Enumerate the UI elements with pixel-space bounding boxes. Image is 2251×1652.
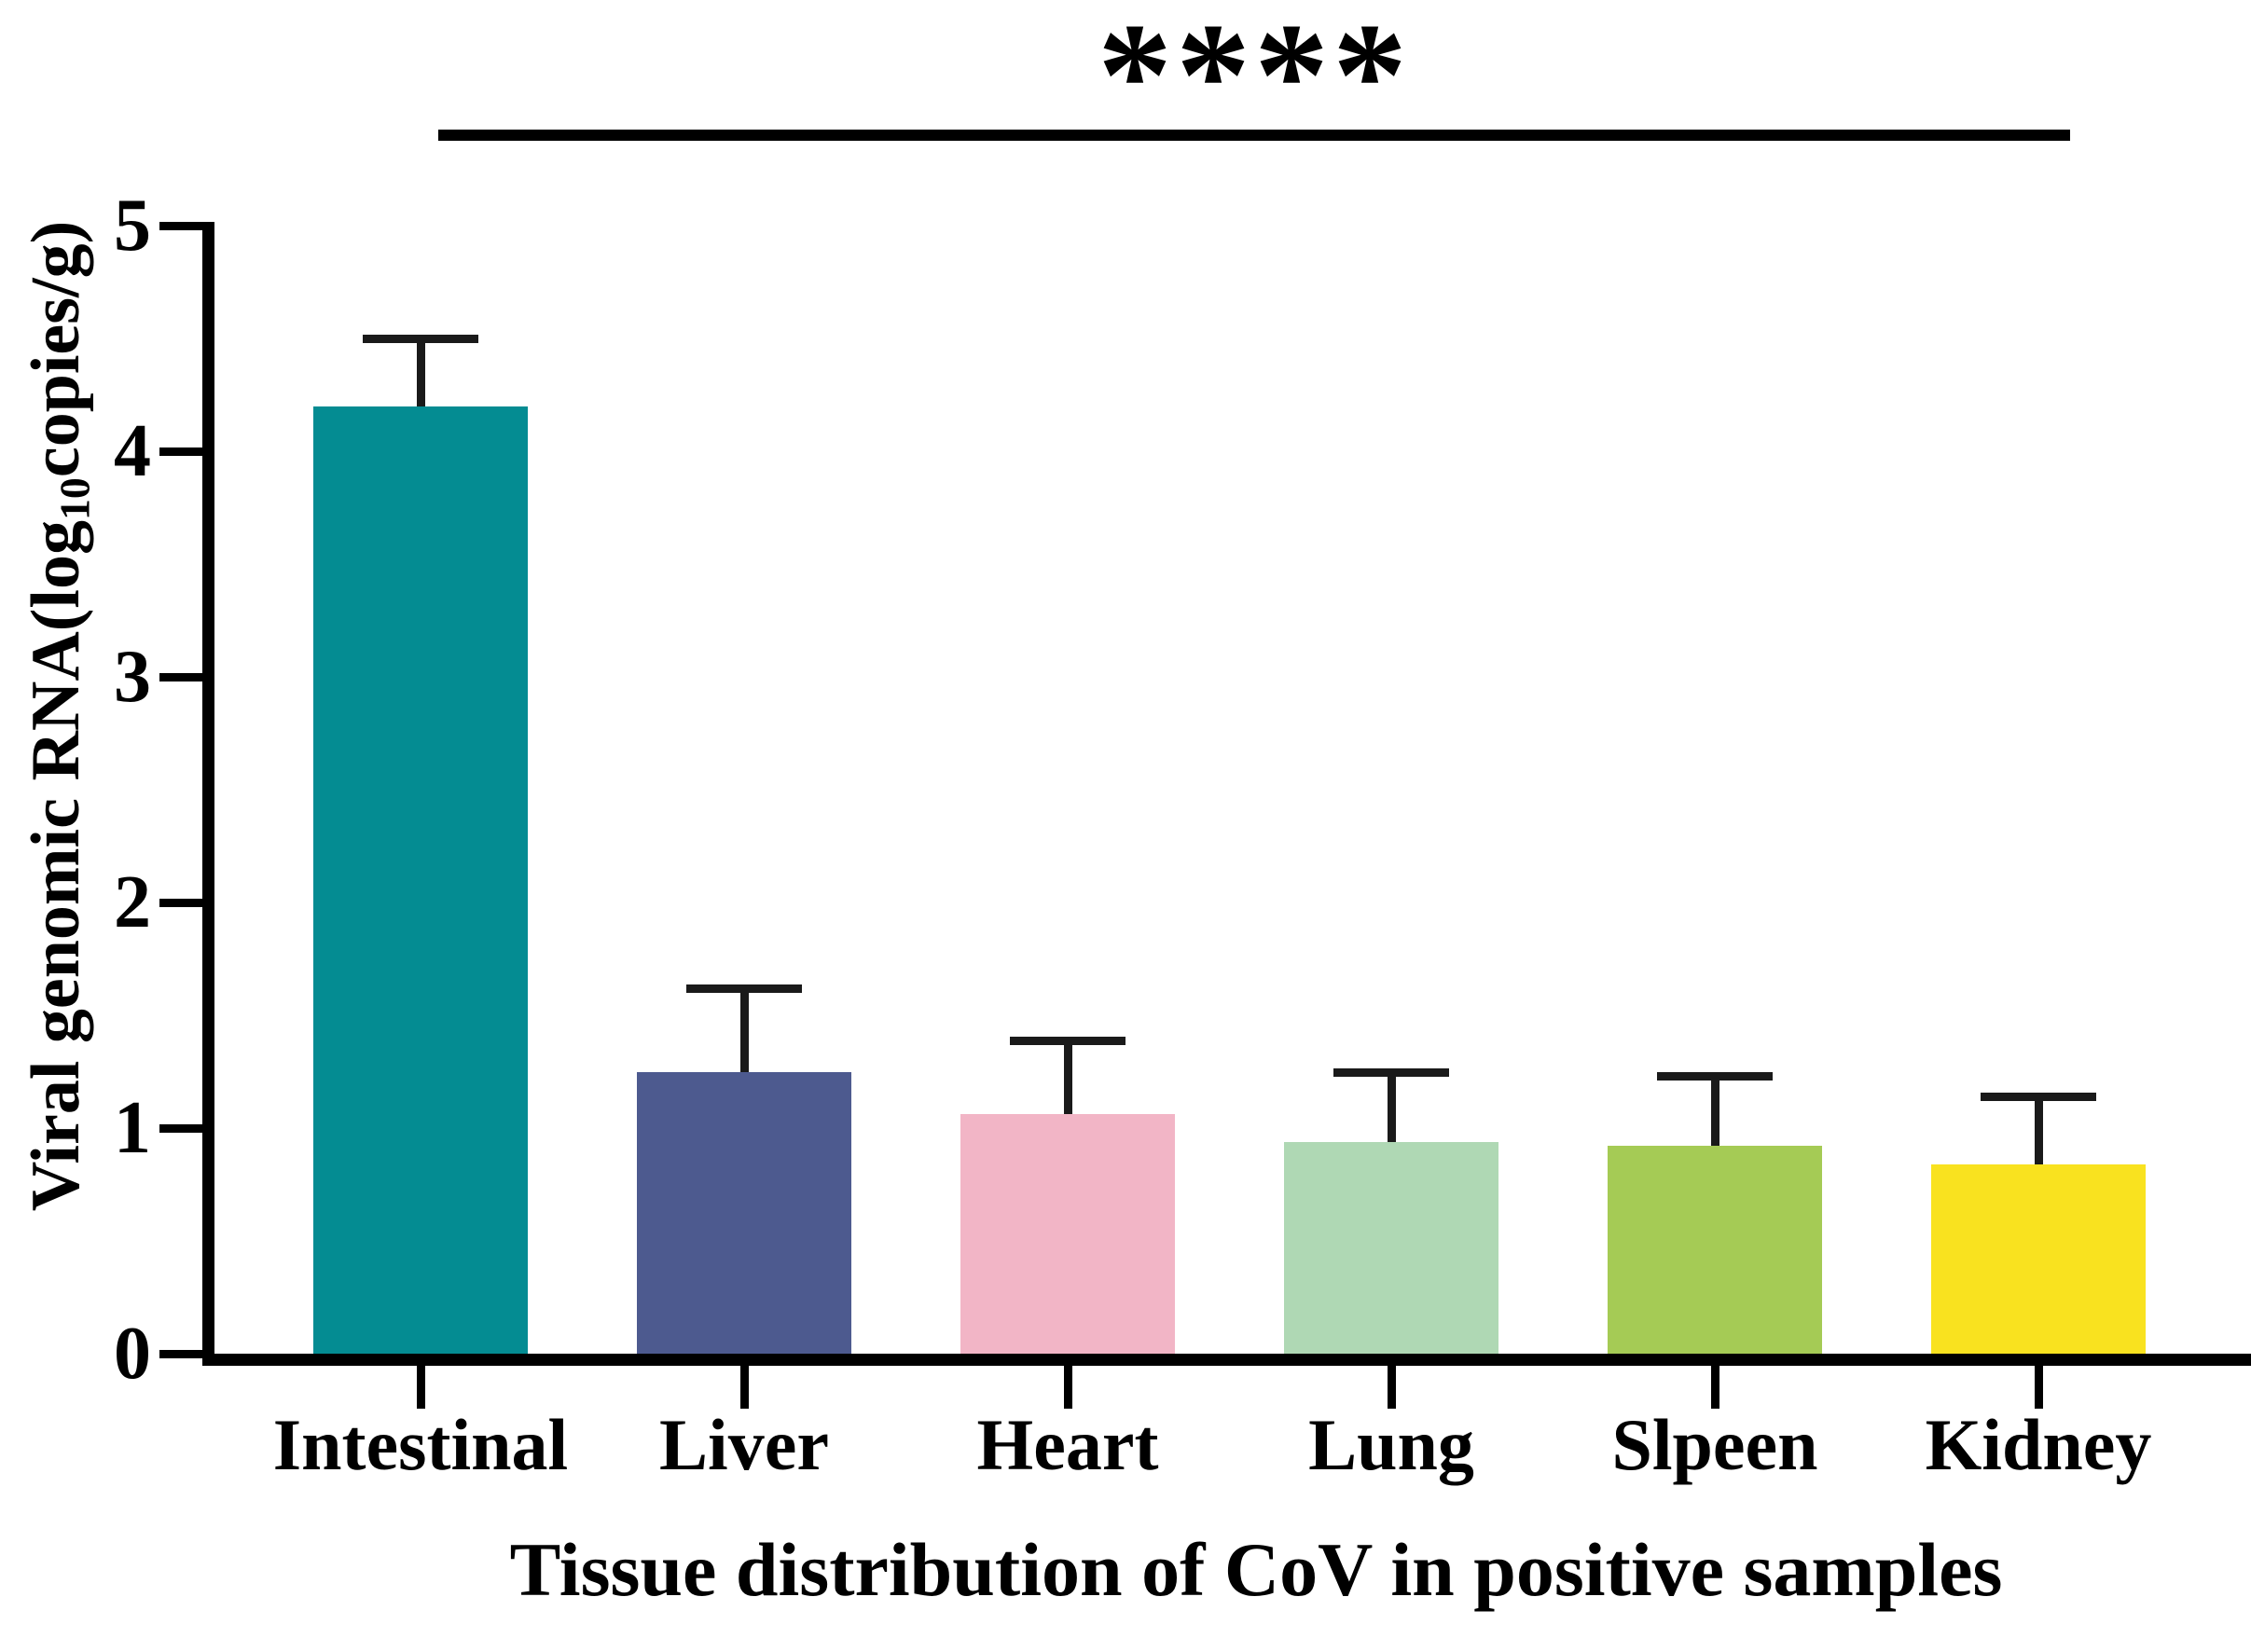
significance-line	[438, 130, 2070, 141]
x-tick-slpeen	[1711, 1366, 1719, 1409]
error-bar-cap-intestinal	[363, 335, 478, 343]
bar-lung	[1284, 1142, 1498, 1354]
y-tick-label-5: 5	[114, 185, 151, 267]
bar-intestinal	[313, 406, 528, 1354]
x-tick-liver	[740, 1366, 749, 1409]
error-bar-cap-slpeen	[1657, 1072, 1773, 1081]
error-bar-cap-kidney	[1981, 1093, 2096, 1101]
error-bar-stem-lung	[1388, 1072, 1396, 1142]
error-bar-stem-liver	[740, 988, 749, 1072]
bar-heart	[960, 1114, 1175, 1354]
y-tick-label-2: 2	[114, 861, 151, 943]
y-tick-5	[159, 222, 202, 230]
error-bar-cap-lung	[1333, 1068, 1449, 1077]
y-tick-2	[159, 899, 202, 907]
bar-liver	[637, 1072, 851, 1354]
error-bar-stem-slpeen	[1711, 1076, 1719, 1146]
error-bar-stem-kidney	[2035, 1096, 2043, 1164]
x-category-label-heart: Heart	[976, 1404, 1159, 1485]
y-tick-label-0: 0	[114, 1313, 151, 1395]
bar-kidney	[1931, 1164, 2146, 1354]
x-axis-line	[202, 1354, 2251, 1366]
x-category-label-intestinal: Intestinal	[272, 1404, 569, 1485]
y-tick-1	[159, 1124, 202, 1133]
significance-asterisks: ****	[1098, 0, 1411, 158]
bar-slpeen	[1608, 1146, 1822, 1354]
y-axis-line	[202, 222, 214, 1366]
x-tick-lung	[1388, 1366, 1396, 1409]
y-tick-label-3: 3	[114, 636, 151, 718]
x-category-label-lung: Lung	[1308, 1404, 1474, 1485]
x-category-label-kidney: Kidney	[1925, 1404, 2152, 1485]
error-bar-cap-liver	[686, 984, 802, 993]
y-tick-label-1: 1	[114, 1087, 151, 1169]
y-tick-4	[159, 447, 202, 456]
error-bar-stem-intestinal	[417, 338, 425, 406]
x-tick-kidney	[2035, 1366, 2043, 1409]
error-bar-stem-heart	[1064, 1040, 1072, 1114]
y-tick-label-4: 4	[114, 410, 151, 492]
y-tick-3	[159, 673, 202, 681]
error-bar-cap-heart	[1010, 1037, 1126, 1045]
x-tick-intestinal	[417, 1366, 425, 1409]
x-axis-title: Tissue distribution of CoV in positive s…	[509, 1527, 2003, 1612]
y-tick-0	[159, 1350, 202, 1358]
x-tick-heart	[1064, 1366, 1072, 1409]
x-category-label-slpeen: Slpeen	[1611, 1404, 1818, 1485]
x-category-label-liver: Liver	[659, 1404, 829, 1485]
